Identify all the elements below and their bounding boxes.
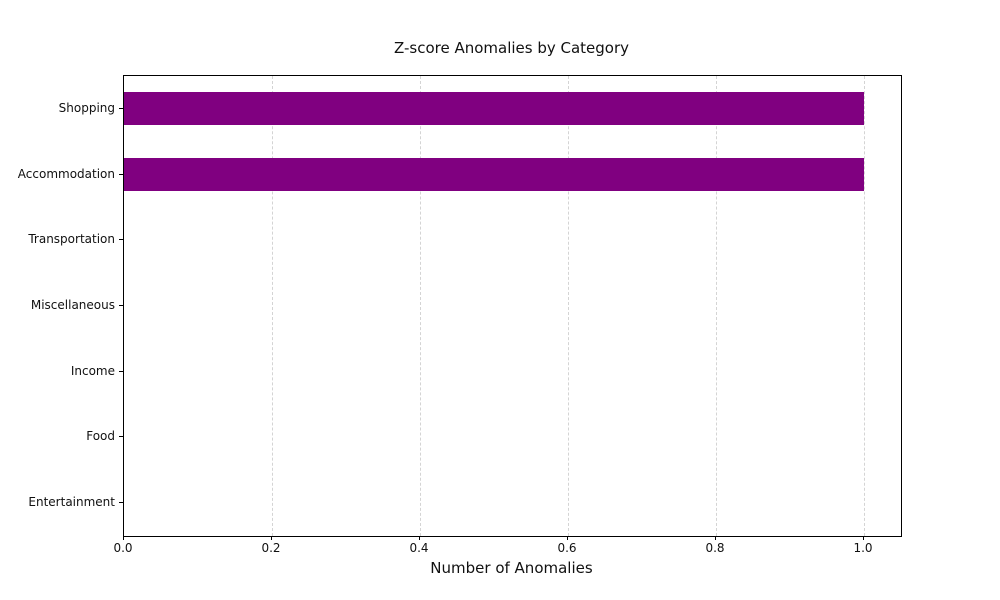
bar bbox=[124, 92, 864, 125]
y-tick-mark bbox=[119, 371, 123, 372]
y-tick-label: Income bbox=[70, 364, 115, 378]
x-tick-mark bbox=[715, 536, 716, 540]
y-tick-label: Transportation bbox=[28, 232, 115, 246]
chart-title: Z-score Anomalies by Category bbox=[393, 39, 630, 57]
gridline bbox=[420, 76, 421, 536]
x-tick-label: 0.6 bbox=[557, 541, 577, 555]
gridlines-layer bbox=[124, 76, 901, 536]
gridline bbox=[716, 76, 717, 536]
y-tick-mark bbox=[119, 305, 123, 306]
y-tick-mark bbox=[119, 502, 123, 503]
y-tick-mark bbox=[119, 239, 123, 240]
x-axis-label: Number of Anomalies bbox=[430, 559, 593, 577]
gridline bbox=[864, 76, 865, 536]
x-tick-label: 1.0 bbox=[853, 541, 873, 555]
x-tick-mark bbox=[271, 536, 272, 540]
bar bbox=[124, 158, 864, 191]
y-tick-mark bbox=[119, 108, 123, 109]
x-tick-mark bbox=[863, 536, 864, 540]
x-tick-mark bbox=[567, 536, 568, 540]
x-tick-label: 0.8 bbox=[705, 541, 725, 555]
bars-layer bbox=[124, 76, 901, 536]
gridline bbox=[272, 76, 273, 536]
y-tick-label: Food bbox=[86, 429, 115, 443]
gridline bbox=[568, 76, 569, 536]
y-tick-label: Miscellaneous bbox=[30, 298, 115, 312]
x-tick-label: 0.0 bbox=[113, 541, 133, 555]
x-tick-label: 0.4 bbox=[409, 541, 429, 555]
y-tick-label: Accommodation bbox=[17, 167, 115, 181]
plot-area bbox=[123, 75, 902, 537]
x-tick-mark bbox=[419, 536, 420, 540]
y-tick-mark bbox=[119, 174, 123, 175]
y-tick-mark bbox=[119, 436, 123, 437]
y-tick-label: Shopping bbox=[58, 101, 115, 115]
x-tick-label: 0.2 bbox=[261, 541, 281, 555]
x-tick-mark bbox=[123, 536, 124, 540]
y-tick-label: Entertainment bbox=[28, 495, 115, 509]
